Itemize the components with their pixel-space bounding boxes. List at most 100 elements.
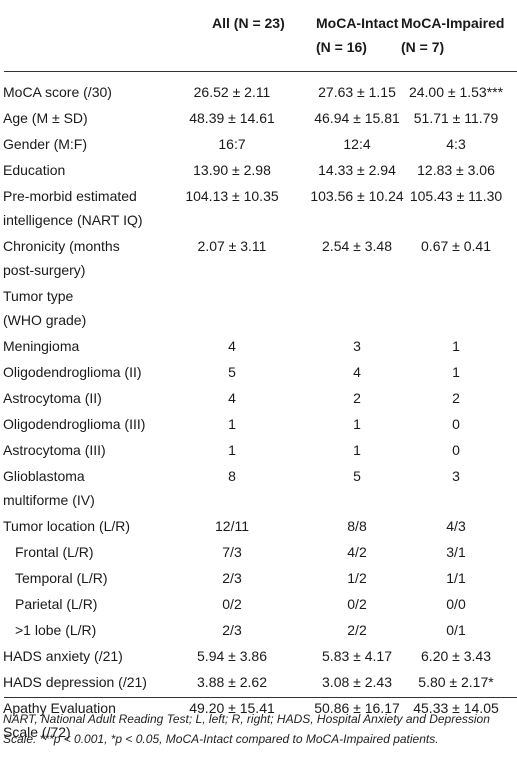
cell-all: 0/2 — [222, 596, 242, 612]
col-header-intact: MoCA-Intact (N = 16) — [316, 11, 398, 59]
cell-all: 1 — [228, 416, 236, 432]
row-label-line: MoCA score (/30) — [3, 84, 112, 100]
cell-all: 49.20 ± 15.41 — [189, 700, 275, 716]
table-row: Gender (M:F) 16:7 12:4 4:3 — [2, 132, 517, 156]
row-label: Oligodendroglioma (II) — [3, 360, 175, 384]
row-label-line: (WHO grade) — [3, 312, 87, 328]
cell-intact: 5.83 ± 4.17 — [322, 648, 392, 664]
row-label-line: Glioblastoma — [3, 468, 85, 484]
row-label-line: Scale (/72) — [3, 724, 71, 740]
table-row: Education 13.90 ± 2.98 14.33 ± 2.94 12.83 ±… — [2, 158, 517, 182]
cell-all: 5 — [228, 364, 236, 380]
cell-all: 7/3 — [222, 544, 242, 560]
cell-impaired: 12.83 ± 3.06 — [417, 162, 495, 178]
row-label-line: intelligence (NART IQ) — [3, 212, 143, 228]
cell-impaired: 0/1 — [446, 622, 466, 638]
row-label: Apathy Evaluation Scale (/72) — [3, 696, 175, 744]
table-row: Parietal (L/R) 0/2 0/2 0/0 — [2, 592, 517, 616]
cell-impaired: 3 — [452, 468, 460, 484]
cell-impaired: 24.00 ± 1.53*** — [408, 84, 504, 100]
row-label-line: post-surgery) — [3, 262, 86, 278]
row-label: Temporal (L/R) — [15, 566, 187, 590]
table-row: Frontal (L/R) 7/3 4/2 3/1 — [2, 540, 517, 564]
row-label: >1 lobe (L/R) — [15, 618, 187, 642]
cell-all: 4 — [228, 338, 236, 354]
cell-all: 2/3 — [222, 622, 242, 638]
cell-intact: 0/2 — [347, 596, 367, 612]
row-label-line: Pre-morbid estimated — [3, 188, 137, 204]
row-label-line: Gender (M:F) — [3, 136, 88, 152]
row-label: MoCA score (/30) — [3, 80, 175, 104]
row-label-line: Tumor type — [3, 288, 74, 304]
row-label: Education — [3, 158, 175, 182]
table-header: All (N = 23) MoCA-Intact (N = 16) MoCA-I… — [2, 0, 517, 70]
table-row: MoCA score (/30) 26.52 ± 2.11 27.63 ± 1.15… — [2, 80, 517, 104]
cell-all: 8 — [228, 468, 236, 484]
cell-all: 4 — [228, 390, 236, 406]
table-row: Oligodendroglioma (II) 5 4 1 — [2, 360, 517, 384]
cell-intact: 14.33 ± 2.94 — [318, 162, 396, 178]
cell-intact: 103.56 ± 10.24 — [310, 188, 404, 204]
table-row: Pre-morbid estimated intelligence (NART I… — [2, 184, 517, 232]
cell-all: 12/11 — [215, 518, 249, 534]
row-label: Glioblastoma multiforme (IV) — [3, 464, 175, 512]
cell-all: 1 — [228, 442, 236, 458]
row-label-line: Apathy Evaluation — [3, 700, 116, 716]
cell-impaired: 0/0 — [446, 596, 466, 612]
table-row: Astrocytoma (III) 1 1 0 — [2, 438, 517, 462]
cell-impaired: 105.43 ± 11.30 — [409, 188, 503, 204]
row-label: Tumor location (L/R) — [3, 514, 175, 538]
cell-impaired: 0 — [452, 442, 460, 458]
row-label-line: Astrocytoma (II) — [3, 390, 102, 406]
cell-impaired: 1 — [452, 364, 460, 380]
demographics-table: All (N = 23) MoCA-Intact (N = 16) MoCA-I… — [2, 0, 517, 740]
cell-intact: 2 — [353, 390, 361, 406]
cell-all: 5.94 ± 3.86 — [197, 648, 267, 664]
cell-intact: 1 — [353, 442, 361, 458]
row-label-line: HADS depression (/21) — [3, 674, 147, 690]
cell-intact: 2.54 ± 3.48 — [322, 238, 392, 254]
cell-impaired: 1 — [452, 338, 460, 354]
cell-intact: 1/2 — [347, 570, 367, 586]
row-label: Gender (M:F) — [3, 132, 175, 156]
table-row: Meningioma 4 3 1 — [2, 334, 517, 358]
cell-impaired: 3/1 — [446, 544, 466, 560]
header-rule — [4, 71, 517, 72]
table-footnote: NART, National Adult Reading Test; L, le… — [3, 712, 490, 746]
cell-all: 48.39 ± 14.61 — [189, 110, 275, 126]
cell-intact: 3.08 ± 2.43 — [322, 674, 392, 690]
cell-all: 26.52 ± 2.11 — [193, 84, 271, 100]
row-label-line: Education — [3, 162, 66, 178]
cell-impaired: 1/1 — [446, 570, 466, 586]
row-label-line: >1 lobe (L/R) — [15, 622, 97, 638]
row-label: Chronicity (months post-surgery) — [3, 234, 175, 282]
bottom-rule — [4, 697, 517, 698]
table-row: Apathy Evaluation Scale (/72) 49.20 ± 15.4… — [2, 696, 517, 744]
col-header-intact-line1: MoCA-Intact — [316, 15, 399, 31]
cell-all: 2.07 ± 3.11 — [197, 238, 267, 254]
row-label: Frontal (L/R) — [15, 540, 187, 564]
row-label-line: Temporal (L/R) — [15, 570, 108, 586]
table-row: HADS depression (/21) 3.88 ± 2.62 3.08 ± 2… — [2, 670, 517, 694]
cell-intact: 5 — [353, 468, 361, 484]
cell-impaired: 51.71 ± 11.79 — [413, 110, 499, 126]
row-label-line: Oligodendroglioma (III) — [3, 416, 146, 432]
row-label-line: HADS anxiety (/21) — [3, 648, 123, 664]
row-label-line: Astrocytoma (III) — [3, 442, 106, 458]
row-label: Parietal (L/R) — [15, 592, 187, 616]
cell-impaired: 0 — [452, 416, 460, 432]
row-label: Tumor type (WHO grade) — [3, 284, 175, 332]
table-row: Oligodendroglioma (III) 1 1 0 — [2, 412, 517, 436]
cell-all: 104.13 ± 10.35 — [185, 188, 279, 204]
row-label: HADS depression (/21) — [3, 670, 175, 694]
cell-intact: 2/2 — [347, 622, 367, 638]
table-row: >1 lobe (L/R) 2/3 2/2 0/1 — [2, 618, 517, 642]
row-label: Oligodendroglioma (III) — [3, 412, 175, 436]
cell-all: 13.90 ± 2.98 — [193, 162, 271, 178]
cell-intact: 50.86 ± 16.17 — [314, 700, 400, 716]
cell-intact: 27.63 ± 1.15 — [318, 84, 396, 100]
cell-impaired: 6.20 ± 3.43 — [421, 648, 491, 664]
cell-intact: 3 — [353, 338, 361, 354]
row-label-line: Frontal (L/R) — [15, 544, 94, 560]
